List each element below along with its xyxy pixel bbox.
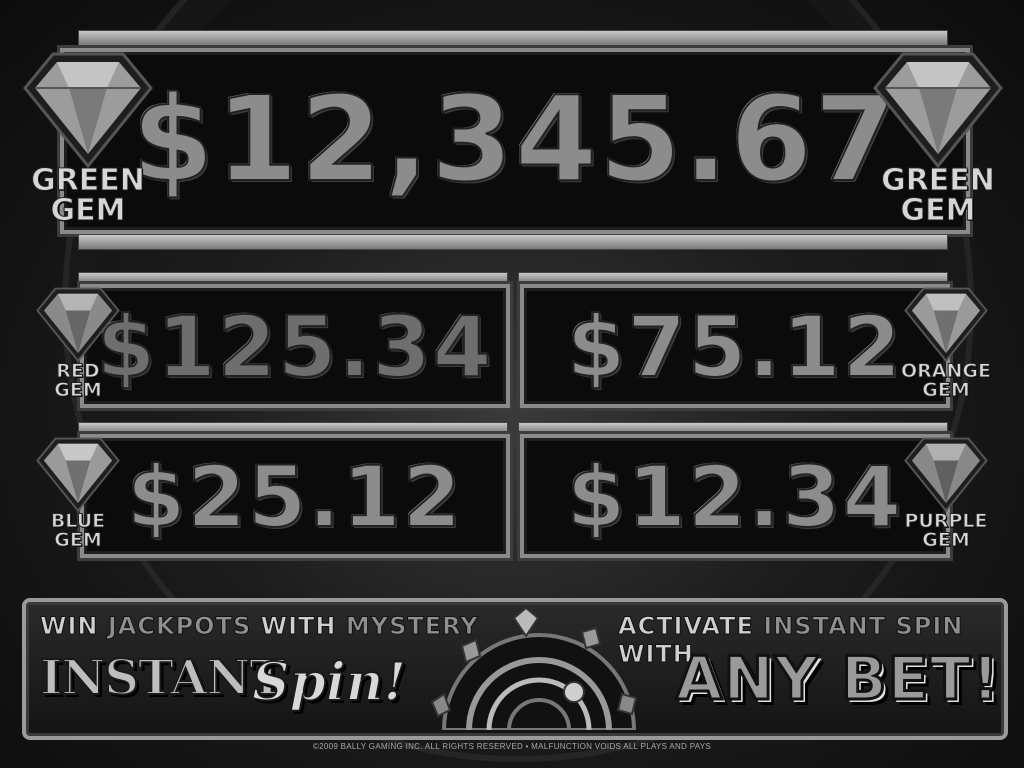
promo-word-jackpots: JACKPOTS (107, 612, 252, 641)
blue-gem: BLUE GEM (26, 436, 130, 550)
promo-spin-text: Spin! (251, 651, 407, 714)
red-gem: RED GEM (26, 286, 130, 400)
diamond-gem-icon (904, 437, 988, 512)
top-rail (78, 30, 948, 46)
red-gem-label-top: RED (56, 360, 100, 382)
grand-jackpot-amount: $12,345.67 (131, 69, 899, 209)
diamond-gem-icon (36, 437, 120, 512)
blue-gem-label-bottom: GEM (54, 529, 102, 551)
promo-word-instant-spin: INSTANT SPIN (763, 612, 964, 641)
diamond-gem-icon (23, 52, 153, 168)
orange-jackpot-amount: $75.12 (566, 297, 904, 397)
purple-rail-top (518, 422, 948, 434)
red-jackpot-amount: $125.34 (96, 297, 494, 397)
green-gem-right-label-top: GREEN (881, 163, 996, 198)
orange-rail-top (518, 272, 948, 284)
green-gem-left: GREEN GEM (20, 50, 156, 226)
orange-jackpot-panel: $75.12 (520, 284, 950, 408)
promo-word-with: WITH (260, 612, 337, 641)
top-panel-lower-rail (78, 234, 948, 250)
diamond-gem-icon (36, 287, 120, 362)
orange-gem-label-bottom: GEM (922, 379, 970, 401)
spin-wheel-icon (430, 606, 638, 730)
diamond-gem-icon (873, 52, 1003, 168)
orange-gem-label-top: ORANGE (901, 360, 992, 382)
purple-gem-label-bottom: GEM (922, 529, 970, 551)
promo-word-win: WIN (40, 612, 99, 641)
promo-any-bet-text: ANY BET! (675, 643, 1001, 716)
green-gem-right-label-bottom: GEM (900, 193, 976, 228)
purple-jackpot-panel: $12.34 (520, 434, 950, 558)
grand-jackpot-panel: $12,345.67 (60, 48, 970, 234)
promo-instant-text: INSTANT (39, 649, 286, 707)
blue-jackpot-panel: $25.12 (80, 434, 510, 558)
blue-rail-top (78, 422, 508, 434)
blue-gem-label-top: BLUE (50, 510, 106, 532)
footer-legal-text: ©2009 BALLY GAMING INC. ALL RIGHTS RESER… (312, 742, 712, 751)
diamond-gem-icon (904, 287, 988, 362)
orange-gem: ORANGE GEM (894, 286, 998, 400)
promo-left-line: WIN JACKPOTS WITH MYSTERY (40, 612, 479, 641)
green-gem-right: GREEN GEM (870, 50, 1006, 226)
purple-gem-label-top: PURPLE (904, 510, 988, 532)
red-jackpot-panel: $125.34 (80, 284, 510, 408)
purple-gem: PURPLE GEM (894, 436, 998, 550)
green-gem-left-label-top: GREEN (31, 163, 146, 198)
promo-right-line: ACTIVATE INSTANT SPIN WITH (618, 612, 1024, 669)
green-gem-left-label-bottom: GEM (50, 193, 126, 228)
red-rail-top (78, 272, 508, 284)
red-gem-label-bottom: GEM (54, 379, 102, 401)
promo-word-mystery: MYSTERY (345, 612, 479, 641)
promo-word-activate: ACTIVATE (618, 612, 754, 641)
purple-jackpot-amount: $12.34 (566, 447, 904, 547)
blue-jackpot-amount: $25.12 (126, 447, 464, 547)
promo-word-with-right: WITH (618, 640, 694, 669)
